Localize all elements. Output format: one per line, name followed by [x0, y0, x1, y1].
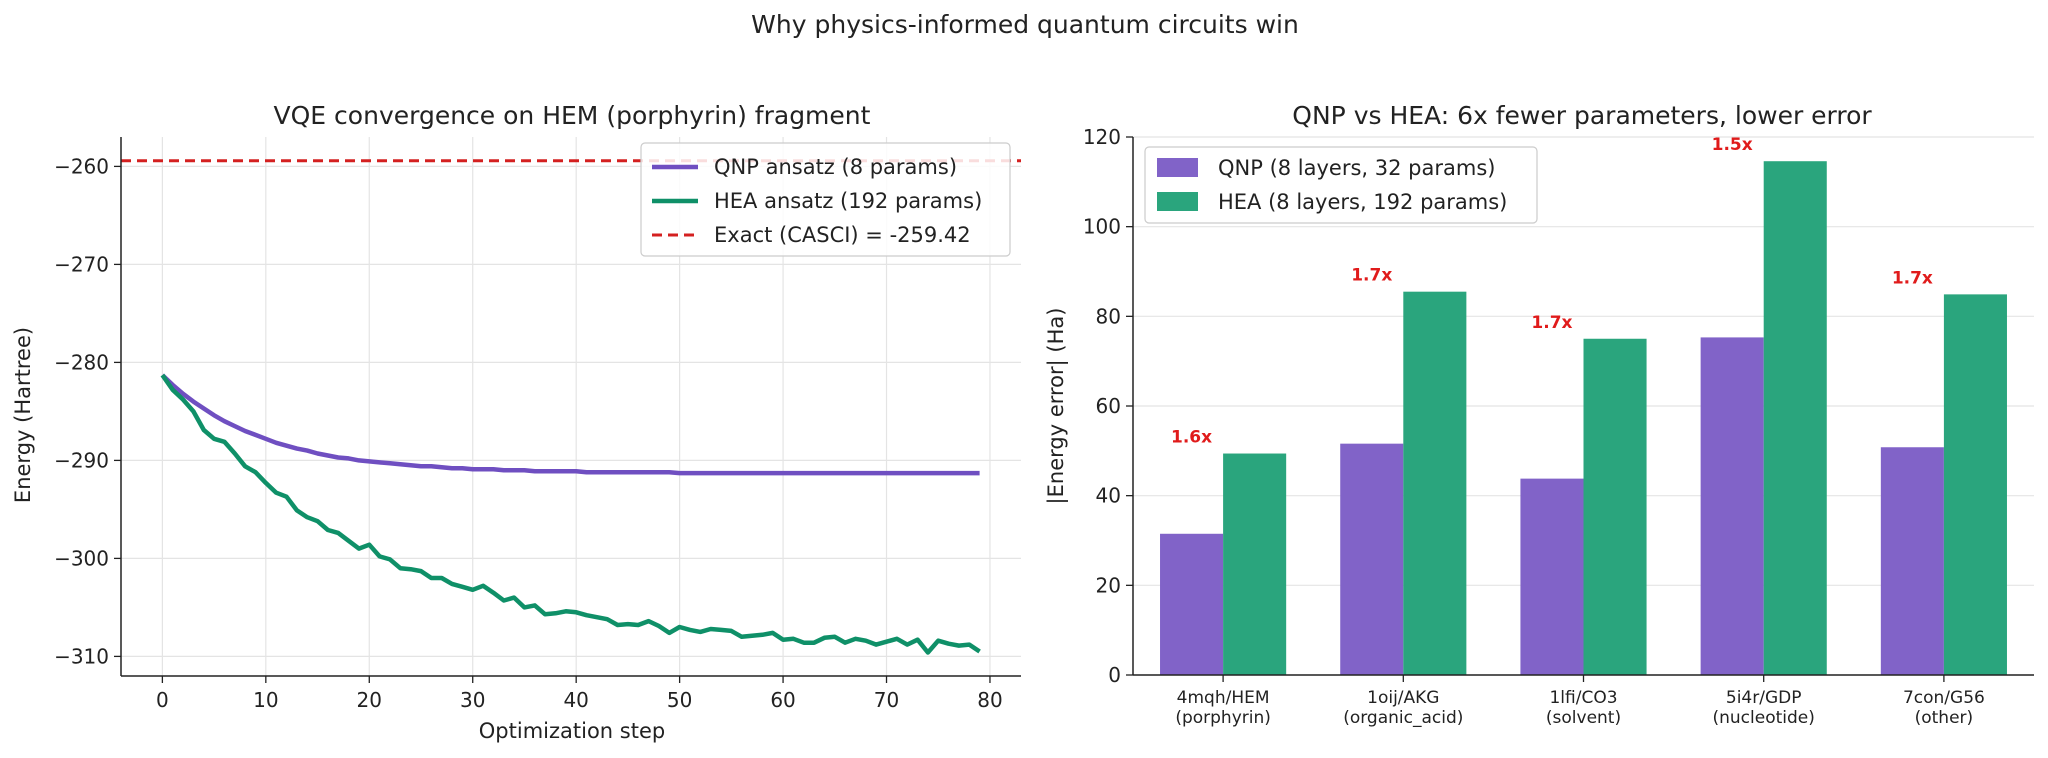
bar-hea — [1403, 291, 1467, 675]
bar-hea — [1943, 294, 2007, 675]
y-tick-label: 80 — [1096, 304, 1121, 328]
category-label-line2: (organic_acid) — [1343, 708, 1463, 728]
x-tick-label: 0 — [156, 688, 169, 712]
y-tick-label: 20 — [1096, 573, 1121, 597]
convergence-x-ticks: 0 10 20 30 40 50 60 70 80 — [156, 676, 1003, 712]
hea-series-line — [160, 373, 981, 655]
ratio-annotation: 1.5x — [1712, 135, 1753, 155]
x-tick-label: 60 — [770, 688, 795, 712]
category-label-line2: (solvent) — [1546, 708, 1621, 728]
error-legend: QNP (8 layers, 32 params) HEA (8 layers,… — [1144, 146, 1538, 224]
error-chart-title: QNP vs HEA: 6x fewer parameters, lower e… — [1292, 101, 1872, 130]
y-tick-label: 40 — [1096, 484, 1121, 508]
y-tick-label: −270 — [54, 252, 109, 276]
x-tick-label: 80 — [977, 688, 1002, 712]
bar-qnp — [1520, 478, 1584, 675]
y-tick-label: 100 — [1083, 215, 1121, 239]
convergence-chart: VQE convergence on HEM (porphyrin) fragm… — [11, 101, 1021, 743]
category-label-line2: (other) — [1915, 708, 1974, 728]
bar-qnp — [1700, 337, 1764, 675]
bar-hea — [1763, 161, 1827, 675]
category-label-line2: (nucleotide) — [1713, 708, 1815, 728]
legend-hea-label: HEA ansatz (192 params) — [714, 189, 982, 213]
legend-exact-label: Exact (CASCI) = -259.42 — [714, 223, 971, 247]
convergence-chart-title: VQE convergence on HEM (porphyrin) fragm… — [274, 101, 871, 130]
category-label-line1: 1oij/AKG — [1367, 688, 1439, 708]
legend-hea-bar-swatch — [1157, 192, 1198, 211]
legend-qnp-bar-swatch — [1157, 158, 1198, 177]
suptitle: Why physics-informed quantum circuits wi… — [751, 10, 1299, 39]
error-bar-chart: QNP vs HEA: 6x fewer parameters, lower e… — [1044, 101, 2034, 728]
y-tick-label: −290 — [54, 448, 109, 472]
y-tick-label: 120 — [1083, 125, 1121, 149]
category-label-line1: 4mqh/HEM — [1177, 688, 1270, 708]
error-bars — [1160, 161, 2007, 675]
ratio-annotation: 1.7x — [1351, 266, 1392, 286]
ratio-annotations: 1.6x 1.7x 1.7x 1.5x 1.7x — [1171, 135, 1933, 447]
y-tick-label: −280 — [54, 350, 109, 374]
y-tick-label: −310 — [54, 644, 109, 668]
bar-qnp — [1340, 443, 1404, 675]
error-category-labels: 4mqh/HEM(porphyrin) 1oij/AKG(organic_acid… — [1175, 675, 1985, 728]
ratio-annotation: 1.7x — [1892, 268, 1933, 288]
bar-qnp — [1880, 447, 1944, 675]
category-label-line2: (porphyrin) — [1175, 708, 1271, 728]
legend-hea-bar-label: HEA (8 layers, 192 params) — [1218, 190, 1507, 214]
legend-qnp-bar-label: QNP (8 layers, 32 params) — [1218, 156, 1495, 180]
ratio-annotation: 1.6x — [1171, 428, 1212, 448]
convergence-legend-box — [640, 142, 1011, 257]
x-tick-label: 30 — [460, 688, 485, 712]
bar-hea — [1223, 453, 1287, 675]
bar-qnp — [1160, 533, 1224, 675]
convergence-legend: QNP ansatz (8 params) HEA ansatz (192 pa… — [640, 142, 1011, 257]
category-label-line1: 5i4r/GDP — [1726, 688, 1802, 708]
convergence-y-ticks: −310 −300 −290 −280 −270 −260 — [54, 154, 121, 668]
x-tick-label: 20 — [357, 688, 382, 712]
x-tick-label: 70 — [874, 688, 899, 712]
y-tick-label: 60 — [1096, 394, 1121, 418]
convergence-x-label: Optimization step — [479, 719, 665, 743]
category-label-line1: 1lfi/CO3 — [1549, 688, 1617, 708]
x-tick-label: 40 — [563, 688, 588, 712]
error-y-label: |Energy error| (Ha) — [1044, 308, 1069, 505]
convergence-axes — [120, 137, 1021, 677]
ratio-annotation: 1.7x — [1531, 313, 1572, 333]
x-tick-label: 10 — [253, 688, 278, 712]
category-label-line1: 7con/G56 — [1903, 688, 1985, 708]
legend-qnp-label: QNP ansatz (8 params) — [714, 155, 957, 179]
y-tick-label: −300 — [54, 546, 109, 570]
error-y-ticks: 0 20 40 60 80 100 120 — [1083, 125, 1133, 687]
convergence-y-label: Energy (Hartree) — [11, 327, 35, 503]
x-tick-label: 50 — [667, 688, 692, 712]
y-tick-label: 0 — [1108, 663, 1121, 687]
y-tick-label: −260 — [54, 154, 109, 178]
qnp-series-line — [160, 373, 980, 476]
error-legend-box — [1144, 146, 1538, 224]
bar-hea — [1583, 338, 1647, 675]
